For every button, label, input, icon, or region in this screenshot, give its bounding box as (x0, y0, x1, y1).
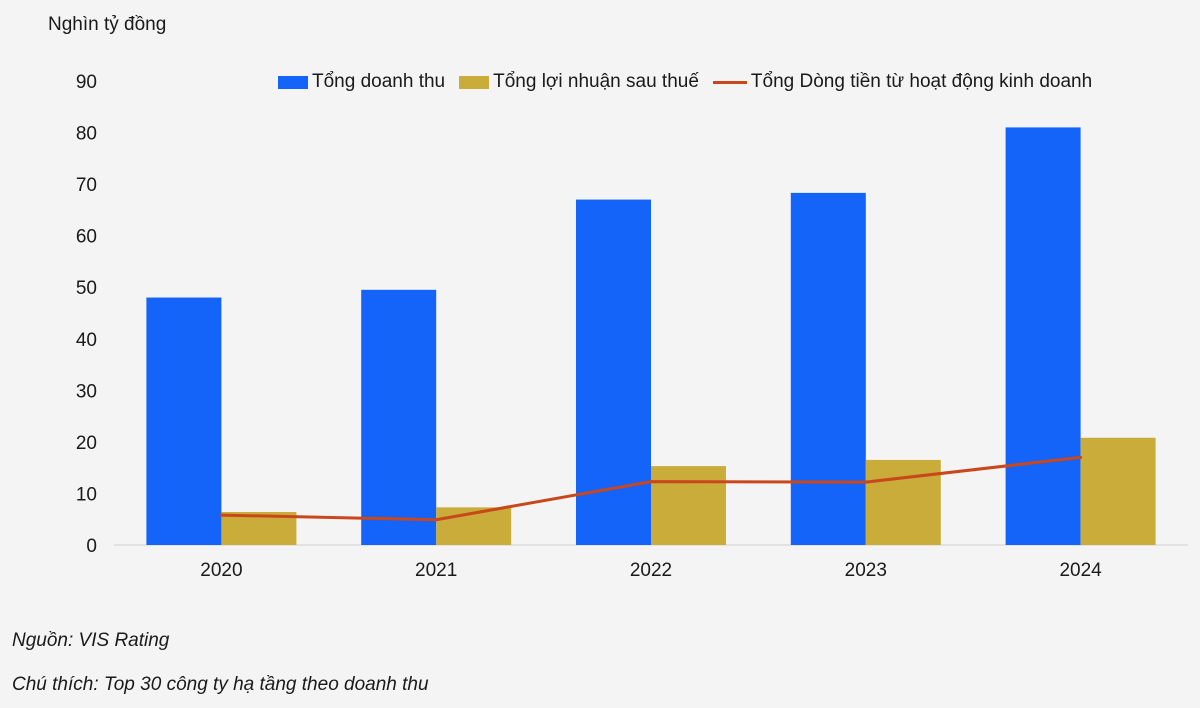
y-tick-label-90: 90 (76, 72, 97, 93)
y-tick-label-70: 70 (76, 175, 97, 196)
y-tick-label-80: 80 (76, 124, 97, 145)
legend-item-cashflow: Tổng Dòng tiền từ hoạt động kinh doanh (712, 71, 1093, 93)
chart-legend: Tổng doanh thu Tổng lợi nhuận sau thuế T… (278, 71, 1106, 93)
bar-revenue-2020 (146, 297, 222, 545)
bar-revenue-2023 (790, 192, 866, 545)
y-tick-label-40: 40 (76, 330, 97, 351)
legend-item-profit: Tổng lợi nhuận sau thuế (459, 71, 699, 93)
chart-plot: 0 10 20 30 40 50 60 70 80 90 2020 2021 2022 2023 2024 (76, 72, 1188, 581)
y-tick-label-10: 10 (76, 484, 97, 505)
x-tick-label-2023: 2023 (845, 560, 887, 581)
y-tick-label-0: 0 (86, 536, 97, 557)
point-cashflow-2024 (1079, 455, 1083, 459)
point-cashflow-2022 (649, 480, 653, 484)
point-cashflow-2021 (434, 518, 438, 522)
point-cashflow-2023 (864, 480, 868, 484)
x-tick-label-2022: 2022 (630, 560, 672, 581)
y-tick-label-30: 30 (76, 381, 97, 402)
legend-label-profit: Tổng lợi nhuận sau thuế (493, 71, 699, 92)
y-axis-unit-label: Nghìn tỷ đồng (48, 14, 167, 35)
bar-revenue-2021 (361, 289, 437, 545)
legend-label-cashflow: Tổng Dòng tiền từ hoạt động kinh doanh (750, 71, 1093, 92)
legend-swatch-profit (459, 75, 490, 89)
bar-profit-2023 (865, 459, 941, 545)
bar-profit-2024 (1080, 437, 1156, 545)
bar-revenue-2024 (1005, 127, 1081, 546)
bar-profit-2022 (651, 466, 726, 545)
point-cashflow-2020 (219, 513, 223, 517)
legend-swatch-revenue (278, 75, 308, 89)
y-tick-label-20: 20 (76, 433, 97, 454)
legend-item-revenue: Tổng doanh thu (278, 71, 445, 93)
x-tick-label-2020: 2020 (200, 560, 242, 581)
x-tick-label-2024: 2024 (1059, 560, 1102, 581)
y-tick-label-50: 50 (76, 278, 97, 299)
legend-swatch-cashflow (712, 80, 747, 84)
x-tick-label-2021: 2021 (415, 560, 457, 581)
y-tick-label-60: 60 (76, 227, 97, 248)
chart-note: Chú thích: Top 30 công ty hạ tầng theo d… (12, 674, 429, 695)
legend-label-revenue: Tổng doanh thu (312, 71, 446, 92)
source-note: Nguồn: VIS Rating (12, 630, 170, 651)
